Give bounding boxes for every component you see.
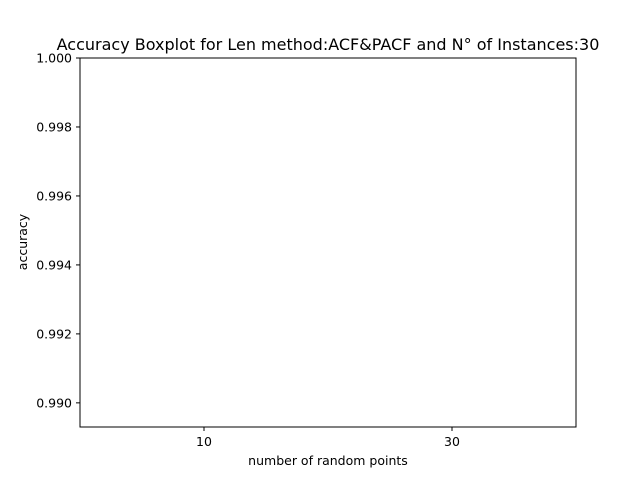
- y-axis-label: accuracy: [15, 213, 30, 270]
- y-axis-ticks: 0.990 0.992 0.994 0.996 0.998 1.000: [36, 51, 80, 410]
- x-axis-ticks: 10 30: [196, 427, 460, 449]
- y-tick-label: 0.994: [36, 257, 72, 272]
- y-tick-label: 0.998: [36, 119, 72, 134]
- y-tick-label: 0.996: [36, 188, 72, 203]
- chart-title: Accuracy Boxplot for Len method:ACF&PACF…: [57, 35, 600, 54]
- x-axis-label: number of random points: [248, 453, 408, 468]
- x-tick-label: 10: [196, 434, 212, 449]
- y-tick-label: 0.992: [36, 326, 72, 341]
- x-tick-label: 30: [444, 434, 460, 449]
- y-tick-label: 0.990: [36, 395, 72, 410]
- y-tick-label: 1.000: [36, 51, 72, 66]
- plot-frame: [79, 57, 577, 428]
